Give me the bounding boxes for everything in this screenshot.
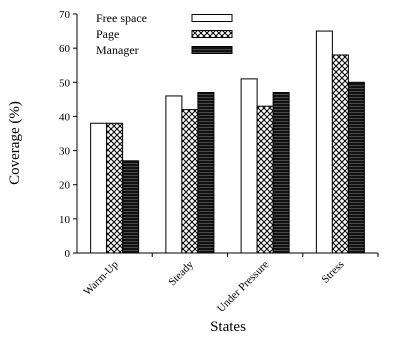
bar-page-under-pressure — [256, 105, 274, 254]
bars — [90, 30, 365, 254]
bar-free-space-steady — [165, 95, 183, 254]
y-tick-label: 40 — [59, 111, 71, 123]
legend-label: Manager — [96, 43, 139, 57]
bar-free-space-warm-up — [90, 122, 108, 254]
legend-label: Free space — [96, 11, 147, 25]
y-tick-label: 20 — [59, 180, 71, 192]
legend-label: Page — [96, 27, 119, 41]
y-tick-label: 10 — [59, 214, 71, 226]
bar-free-space-under-pressure — [240, 78, 258, 254]
bar-manager-stress — [347, 81, 365, 254]
x-tick-labels: Warm-Up Steady Under Pressure Stress — [81, 258, 346, 315]
x-tick-label: Under Pressure — [215, 259, 271, 315]
bar-manager-under-pressure — [272, 92, 290, 254]
bar-page-stress — [331, 54, 349, 254]
legend-swatch — [191, 30, 233, 38]
y-tick-label: 30 — [59, 146, 71, 158]
x-axis-title: States — [210, 319, 246, 335]
x-tick-label: Stress — [319, 259, 346, 286]
bar-page-warm-up — [106, 122, 124, 254]
legend-swatch — [191, 46, 233, 54]
bar-manager-steady — [197, 92, 215, 254]
y-axis-title: Coverage (%) — [7, 101, 23, 185]
y-tick-label: 0 — [65, 248, 71, 260]
x-tick-label: Steady — [166, 258, 196, 288]
legend: Free space Page Manager — [96, 11, 233, 57]
y-tick-label: 70 — [59, 9, 71, 21]
y-tick-label: 60 — [59, 43, 71, 55]
x-tick-label: Warm-Up — [81, 258, 121, 298]
bar-free-space-stress — [315, 30, 333, 254]
bar-manager-warm-up — [122, 160, 140, 254]
bar-page-steady — [181, 109, 199, 254]
y-tick-label: 50 — [59, 77, 71, 89]
legend-swatch — [191, 14, 233, 22]
